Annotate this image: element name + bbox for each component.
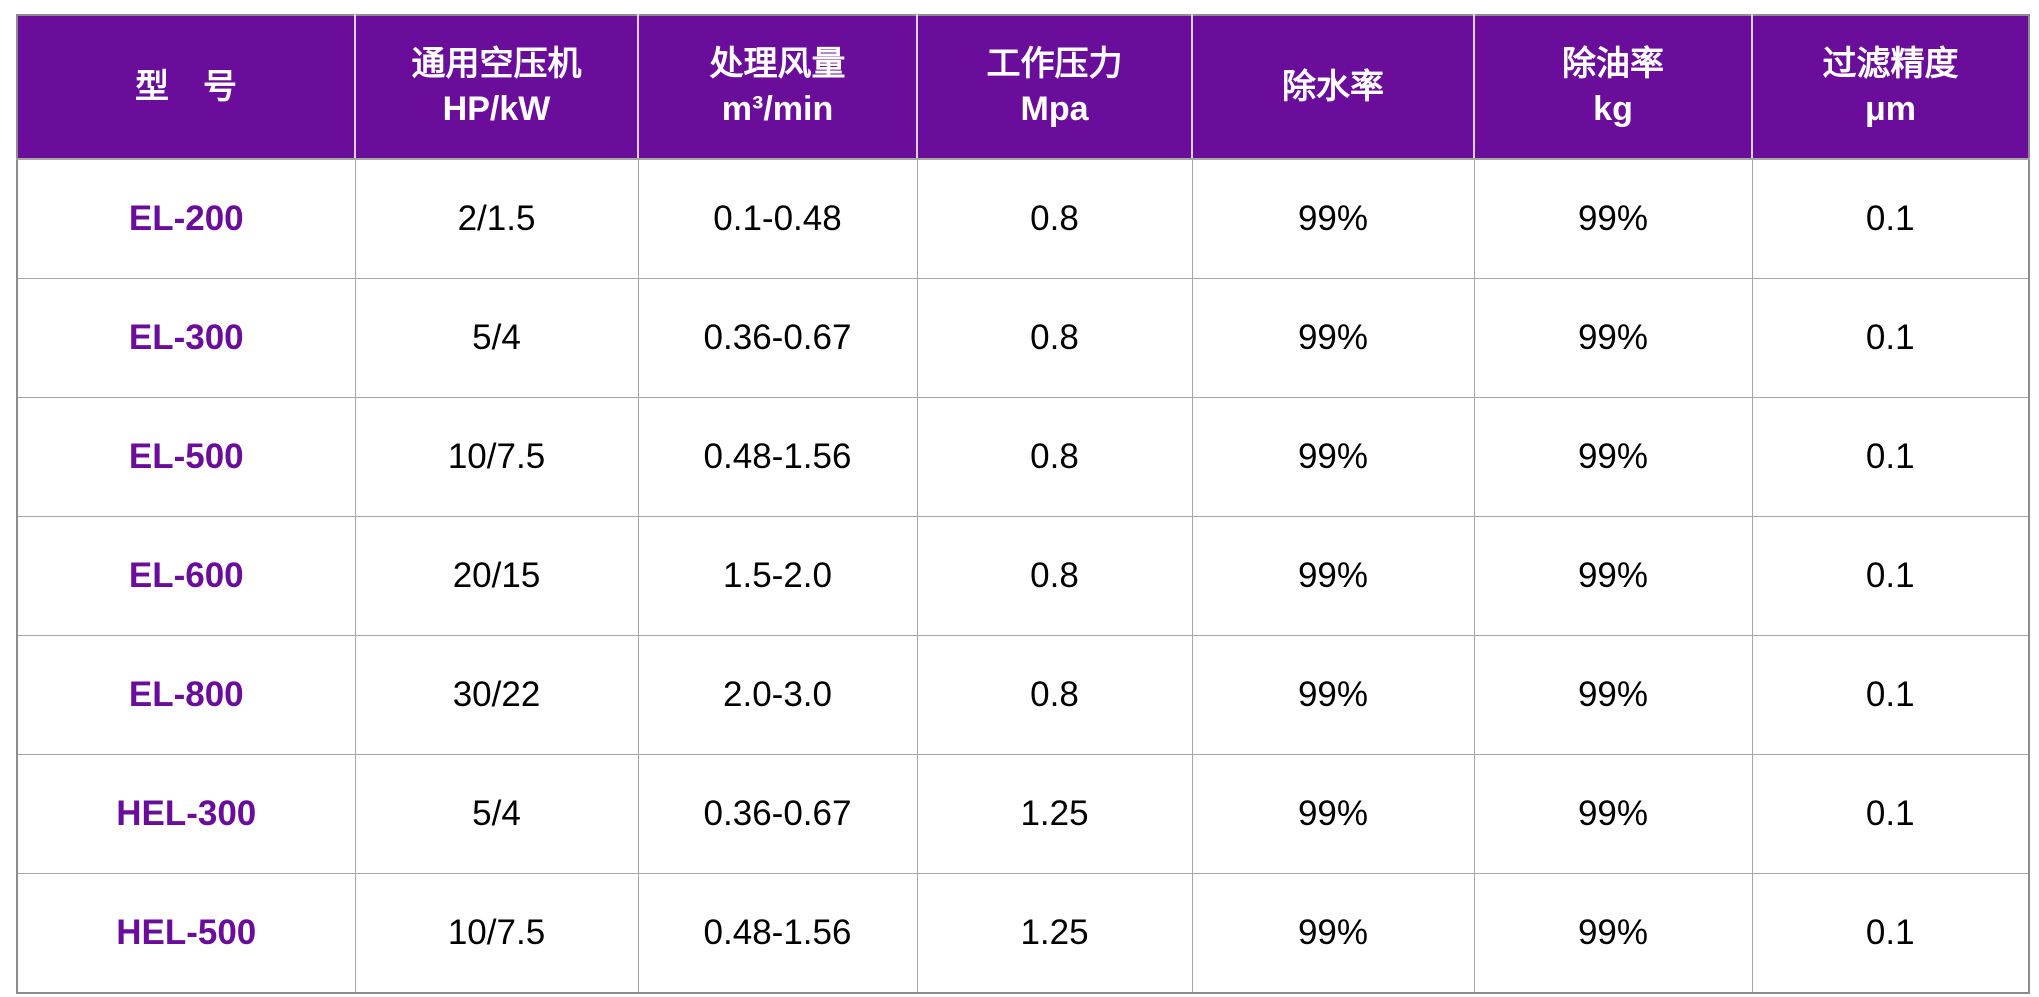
product-spec-table: 型 号 通用空压机 HP/kW 处理风量 m³/min 工作压力 Mpa 除水率: [16, 14, 2030, 994]
value-cell: 20/15: [354, 516, 639, 636]
value-cell: 0.1: [1751, 635, 2030, 755]
value-cell: 10/7.5: [354, 873, 639, 994]
model-cell: EL-800: [16, 635, 356, 755]
value-cell: 99%: [1473, 158, 1753, 279]
value-cell: 0.36-0.67: [637, 278, 918, 398]
value-cell: 99%: [1473, 516, 1753, 636]
table-row: EL-300 5/4 0.36-0.67 0.8 99% 99% 0.1: [16, 278, 2030, 398]
column-header-pressure: 工作压力 Mpa: [916, 15, 1193, 160]
column-header-oil-removal: 除油率 kg: [1473, 15, 1753, 160]
column-header-unit: Mpa: [1020, 90, 1089, 128]
column-header-model: 型 号: [16, 15, 356, 160]
value-cell: 0.8: [916, 635, 1193, 755]
table-row: EL-600 20/15 1.5-2.0 0.8 99% 99% 0.1: [16, 516, 2030, 636]
value-cell: 99%: [1473, 397, 1753, 517]
value-cell: 5/4: [354, 278, 639, 398]
value-cell: 0.8: [916, 158, 1193, 279]
column-header-filtration: 过滤精度 μm: [1751, 15, 2030, 160]
value-cell: 1.5-2.0: [637, 516, 918, 636]
value-cell: 0.48-1.56: [637, 397, 918, 517]
value-cell: 99%: [1191, 873, 1475, 994]
model-cell: EL-500: [16, 397, 356, 517]
value-cell: 1.25: [916, 873, 1193, 994]
column-header-label: 除水率: [1282, 67, 1384, 106]
table-row: EL-500 10/7.5 0.48-1.56 0.8 99% 99% 0.1: [16, 397, 2030, 517]
value-cell: 99%: [1191, 516, 1475, 636]
value-cell: 99%: [1191, 635, 1475, 755]
value-cell: 99%: [1473, 278, 1753, 398]
column-header-label: 处理风量: [709, 45, 846, 84]
value-cell: 0.1: [1751, 397, 2030, 517]
model-cell: HEL-500: [16, 873, 356, 994]
value-cell: 30/22: [354, 635, 639, 755]
model-cell: EL-300: [16, 278, 356, 398]
column-header-label: 通用空压机: [411, 45, 582, 84]
column-header-water-removal: 除水率: [1191, 15, 1475, 160]
value-cell: 0.36-0.67: [637, 754, 918, 874]
value-cell: 0.1-0.48: [637, 158, 918, 279]
value-cell: 99%: [1473, 754, 1753, 874]
value-cell: 2.0-3.0: [637, 635, 918, 755]
value-cell: 2/1.5: [354, 158, 639, 279]
value-cell: 0.8: [916, 397, 1193, 517]
column-header-compressor: 通用空压机 HP/kW: [354, 15, 639, 160]
value-cell: 0.1: [1751, 873, 2030, 994]
value-cell: 5/4: [354, 754, 639, 874]
value-cell: 0.1: [1751, 754, 2030, 874]
value-cell: 99%: [1191, 397, 1475, 517]
value-cell: 10/7.5: [354, 397, 639, 517]
column-header-unit: μm: [1864, 90, 1917, 128]
header-row: 型 号 通用空压机 HP/kW 处理风量 m³/min 工作压力 Mpa 除水率: [16, 15, 2030, 160]
model-cell: EL-200: [16, 158, 356, 279]
column-header-airflow: 处理风量 m³/min: [637, 15, 918, 160]
value-cell: 0.1: [1751, 158, 2030, 279]
column-header-unit: HP/kW: [442, 90, 551, 128]
value-cell: 99%: [1191, 754, 1475, 874]
column-header-label: 工作压力: [986, 45, 1123, 84]
column-header-label: 除油率: [1562, 45, 1664, 84]
value-cell: 0.1: [1751, 278, 2030, 398]
value-cell: 99%: [1191, 278, 1475, 398]
value-cell: 99%: [1191, 158, 1475, 279]
value-cell: 0.8: [916, 278, 1193, 398]
value-cell: 0.1: [1751, 516, 2030, 636]
column-header-unit: kg: [1593, 90, 1633, 128]
column-header-label: 过滤精度: [1822, 45, 1959, 84]
value-cell: 0.8: [916, 516, 1193, 636]
model-cell: HEL-300: [16, 754, 356, 874]
value-cell: 1.25: [916, 754, 1193, 874]
table-row: HEL-500 10/7.5 0.48-1.56 1.25 99% 99% 0.…: [16, 873, 2030, 994]
table-row: EL-800 30/22 2.0-3.0 0.8 99% 99% 0.1: [16, 635, 2030, 755]
value-cell: 99%: [1473, 635, 1753, 755]
column-header-unit: m³/min: [721, 90, 834, 128]
table-row: HEL-300 5/4 0.36-0.67 1.25 99% 99% 0.1: [16, 754, 2030, 874]
column-header-label: 型 号: [135, 67, 237, 106]
model-cell: EL-600: [16, 516, 356, 636]
value-cell: 0.48-1.56: [637, 873, 918, 994]
value-cell: 99%: [1473, 873, 1753, 994]
table-row: EL-200 2/1.5 0.1-0.48 0.8 99% 99% 0.1: [16, 158, 2030, 279]
